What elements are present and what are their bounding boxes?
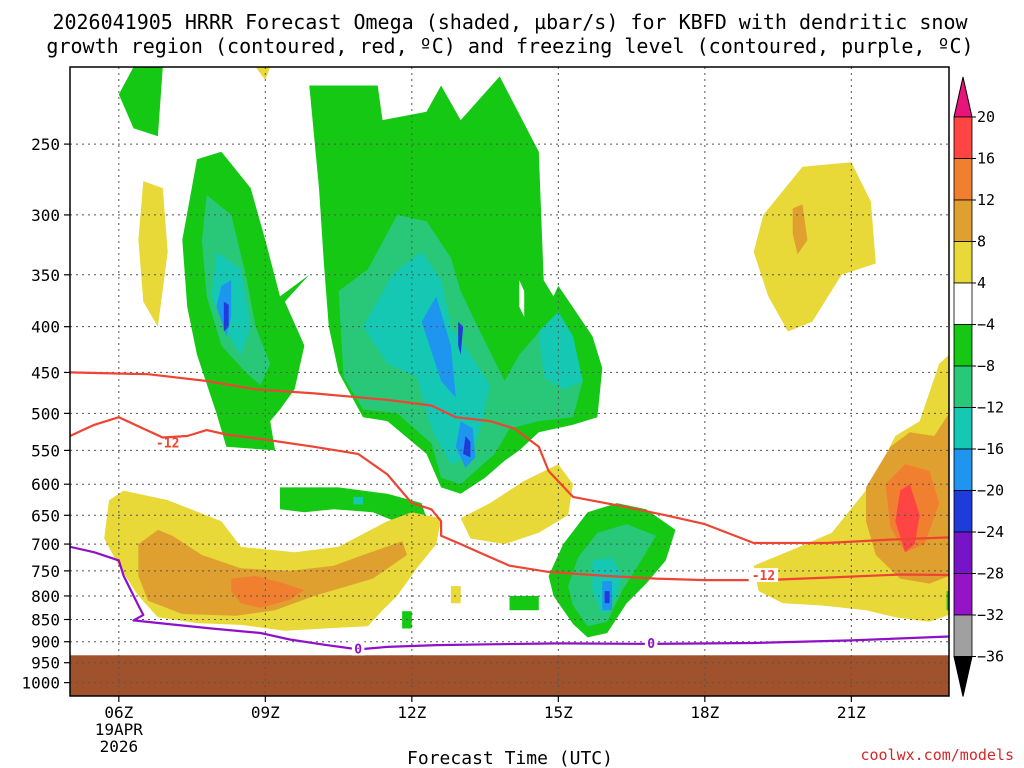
omega-region xyxy=(138,181,168,327)
x-tick-label: 18Z xyxy=(690,703,719,722)
colorbar-label: −4 xyxy=(977,316,995,334)
omega-region xyxy=(463,436,471,458)
chart-title-line-1: 2026041905 HRRR Forecast Omega (shaded, … xyxy=(52,10,968,34)
y-tick-label: 350 xyxy=(31,266,60,285)
colorbar-segment xyxy=(953,407,973,450)
plot-frame xyxy=(69,66,950,697)
omega-region xyxy=(604,591,610,604)
colorbar-label: 20 xyxy=(977,108,995,126)
y-tick-label: 1000 xyxy=(21,674,60,693)
colorbar-segment xyxy=(953,448,973,491)
dgz-contour-label-bg xyxy=(152,435,183,450)
colorbar-segment xyxy=(953,614,973,657)
freezing-level-contour-line xyxy=(70,545,949,651)
colorbar-label: −16 xyxy=(977,440,1004,458)
colorbar-segment xyxy=(953,531,973,574)
x-tick-sublabel: 2026 xyxy=(100,737,139,756)
dgz-contour-line xyxy=(70,416,949,582)
colorbar-top-triangle xyxy=(953,76,973,118)
colorbar-bottom-triangle xyxy=(953,656,973,697)
colorbar-segment xyxy=(953,116,973,159)
omega-region xyxy=(509,595,539,611)
colorbar-segment xyxy=(953,573,973,616)
y-tick-label: 700 xyxy=(31,535,60,554)
y-axis: 250 300 350 400 450 500 550 600 650 700 750 800 850 9… xyxy=(21,135,70,693)
freezing-level-contour-label-bg xyxy=(351,641,365,656)
omega-region xyxy=(353,496,363,505)
omega-region xyxy=(255,67,271,80)
y-tick-label: 850 xyxy=(31,611,60,630)
colorbar-label: 12 xyxy=(977,191,995,209)
colorbar-label: −20 xyxy=(977,482,1004,500)
x-tick-sublabel: 19APR xyxy=(95,720,144,739)
dgz-contour-label: -12 xyxy=(752,569,775,584)
omega-region xyxy=(450,586,461,604)
freezing-level-contour-label-bg xyxy=(644,635,658,650)
freezing-level-contour-label: 0 xyxy=(354,642,362,657)
omega-region xyxy=(138,529,407,616)
colorbar-segment xyxy=(953,490,973,533)
colorbar-label: −32 xyxy=(977,606,1004,624)
colorbar-segment xyxy=(953,365,973,408)
ground-layer xyxy=(70,655,949,696)
omega-region xyxy=(363,251,490,465)
colorbar-segment xyxy=(953,241,973,284)
omega-region xyxy=(792,204,808,255)
y-tick-label: 400 xyxy=(31,318,60,337)
omega-region xyxy=(231,576,305,608)
colorbar-label: −24 xyxy=(977,523,1004,541)
y-tick-label: 650 xyxy=(31,506,60,525)
freezing-level-contour-label: 0 xyxy=(647,637,655,652)
colorbar-segment xyxy=(953,158,973,201)
dgz-contour-line xyxy=(70,371,949,545)
omega-region xyxy=(118,67,163,137)
x-tick-label: 12Z xyxy=(397,703,426,722)
y-tick-label: 500 xyxy=(31,404,60,423)
omega-region xyxy=(458,321,464,355)
colorbar-segment xyxy=(953,324,973,367)
colorbar-label: −8 xyxy=(977,357,995,375)
omega-region xyxy=(895,484,920,553)
colorbar-label: 4 xyxy=(977,274,986,292)
colorbar-segment xyxy=(953,199,973,242)
dgz-contour-label: -12 xyxy=(156,436,179,451)
colorbar: 20 16 12 8 4 −4 −8 −12 −16 −20 −24 −28 −32 −36 xyxy=(953,76,1004,697)
y-tick-label: 800 xyxy=(31,587,60,606)
y-tick-label: 600 xyxy=(31,475,60,494)
omega-region xyxy=(753,162,876,332)
plot-area: -12 -12 0 0 xyxy=(69,66,950,697)
x-tick-label: 06Z xyxy=(104,703,133,722)
omega-region xyxy=(223,301,229,332)
y-tick-label: 550 xyxy=(31,441,60,460)
omega-region xyxy=(421,296,456,398)
x-axis-label: Forecast Time (UTC) xyxy=(407,748,613,768)
colorbar-label: −28 xyxy=(977,565,1004,583)
omega-shading xyxy=(104,67,949,638)
x-tick-label: 21Z xyxy=(837,703,866,722)
colorbar-label: 16 xyxy=(977,150,995,168)
x-tick-label: 09Z xyxy=(251,703,280,722)
colorbar-label: −36 xyxy=(977,648,1004,666)
chart-title-line-2: growth region (contoured, red, ºC) and f… xyxy=(46,34,973,58)
x-tick-label: 15Z xyxy=(544,703,573,722)
y-tick-label: 450 xyxy=(31,363,60,382)
contour-lines: -12 -12 0 0 xyxy=(70,371,949,657)
y-tick-label: 900 xyxy=(31,633,60,652)
dgz-contour-label-bg xyxy=(748,568,779,583)
credit-text: coolwx.com/models xyxy=(860,746,1014,764)
colorbar-label: 8 xyxy=(977,233,986,251)
colorbar-label: −12 xyxy=(977,399,1004,417)
y-tick-label: 750 xyxy=(31,562,60,581)
omega-region xyxy=(538,311,583,390)
y-tick-label: 950 xyxy=(31,654,60,673)
y-tick-label: 300 xyxy=(31,206,60,225)
omega-region xyxy=(519,280,525,317)
colorbar-segment xyxy=(953,282,973,325)
y-tick-label: 250 xyxy=(31,135,60,154)
